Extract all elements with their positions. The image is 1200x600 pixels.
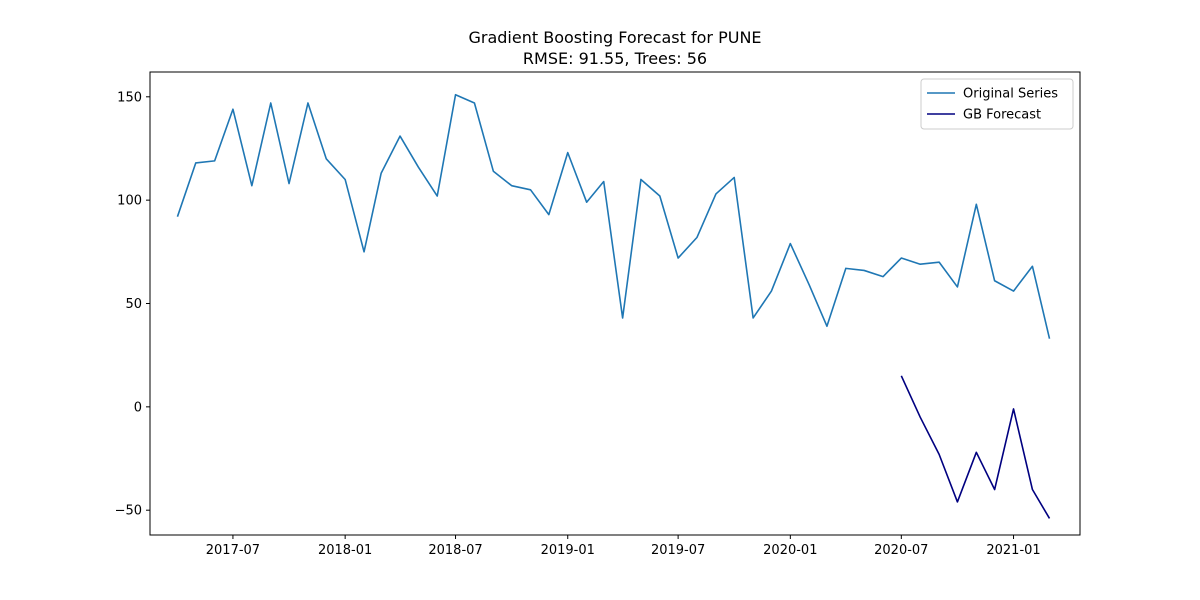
x-tick-label: 2021-01 — [986, 543, 1040, 558]
series-line-2 — [900, 375, 1051, 519]
chart-subtitle: RMSE: 91.55, Trees: 56 — [523, 49, 707, 68]
legend: Original Series GB Forecast — [920, 78, 1074, 130]
x-tick-label: 2018-07 — [428, 543, 482, 558]
legend-box — [920, 78, 1074, 130]
y-tick-label: 50 — [125, 297, 142, 312]
chart-title: Gradient Boosting Forecast for PUNE — [468, 28, 761, 47]
legend-label-2: GB Forecast — [963, 108, 1041, 123]
plot-area: 2017-07 2018-01 2018-07 2019-01 2019-07 2020-… — [115, 71, 1081, 558]
x-tick-label: 2020-07 — [874, 543, 928, 558]
x-tick-label: 2017-07 — [206, 543, 260, 558]
series-line-1 — [176, 93, 1051, 339]
x-tick-label: 2020-01 — [763, 543, 817, 558]
y-tick-label: 0 — [134, 400, 142, 415]
legend-label-1: Original Series — [963, 87, 1058, 102]
x-tick-label: 2018-01 — [318, 543, 372, 558]
y-tick-label: −50 — [115, 504, 142, 519]
y-tick-label: 150 — [117, 90, 142, 105]
x-tick-label: 2019-07 — [651, 543, 705, 558]
y-tick-label: 100 — [117, 194, 142, 209]
axes-frame — [149, 71, 1081, 536]
x-tick-label: 2019-01 — [541, 543, 595, 558]
